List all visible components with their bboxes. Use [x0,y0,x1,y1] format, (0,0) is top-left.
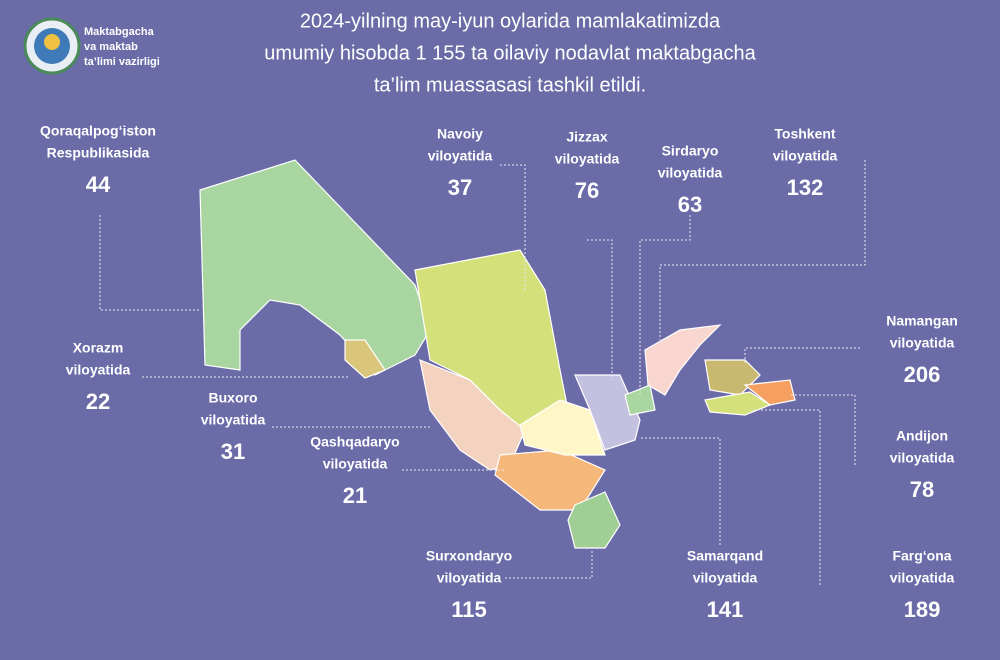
region-value: 206 [904,362,941,387]
region-name: Qashqadaryo [310,434,399,450]
region-value: 132 [787,175,824,200]
region-name: Buxoro [209,390,258,406]
region-shape [519,399,606,456]
region-shape [199,159,431,376]
region-name: viloyatida [773,148,838,164]
region-name: viloyatida [890,570,955,586]
region-name: Sirdaryo [662,143,719,159]
region-name: Samarqand [687,548,763,564]
region-name: viloyatida [693,570,758,586]
region-name: viloyatida [201,412,266,428]
region-name: viloyatida [555,151,620,167]
region-name: viloyatida [890,450,955,466]
region-value: 44 [86,172,111,197]
region-value: 189 [904,597,941,622]
region-name: viloyatida [890,335,955,351]
region-value: 21 [343,483,367,508]
region-value: 76 [575,178,599,203]
region-value: 115 [451,597,487,622]
region-shape [344,339,386,379]
title: ta’lim muassasasi tashkil etildi. [374,74,646,96]
region-name: Farg‘ona [892,548,951,564]
region-name: viloyatida [658,165,723,181]
region-name: viloyatida [66,362,131,378]
region-name: Toshkent [774,126,836,142]
region-name: Qoraqalpog‘iston [40,123,156,139]
region-shape [644,324,722,396]
region-name: Andijon [896,428,948,444]
region-name: viloyatida [323,456,388,472]
region-value: 141 [707,597,744,622]
title: 2024-yilning may-iyun oylarida mamlakati… [300,10,721,32]
region-name: Respublikasida [47,145,150,161]
region-name: Surxondaryo [426,548,512,564]
region-value: 31 [221,439,245,464]
region-name: viloyatida [437,570,502,586]
logo-text: va maktab [84,41,138,53]
region-value: 78 [910,477,934,502]
leaders [99,160,866,585]
region-name: viloyatida [428,148,493,164]
region-value: 22 [86,389,110,414]
region-name: Navoiy [437,126,483,142]
region-value: 37 [448,175,472,200]
logo-text: Maktabgacha [84,26,155,38]
region-value: 63 [678,192,702,217]
logo-text: ta’limi vazirligi [84,56,160,68]
region-shape [624,384,656,416]
region-labels: Qoraqalpog‘iston Respublikasida 44 Navoiy vi… [40,123,958,622]
region-shape [567,491,621,549]
region-shape [574,374,641,451]
region-name: Namangan [886,313,958,329]
logo: Maktabgacha va maktab ta’limi vazirligi [23,17,160,75]
region-name: Jizzax [566,129,607,145]
title: umumiy hisobda 1 155 ta oilaviy nodavlat… [264,42,756,64]
map [199,159,796,549]
region-name: Xorazm [73,340,124,356]
region-shape [743,379,796,406]
